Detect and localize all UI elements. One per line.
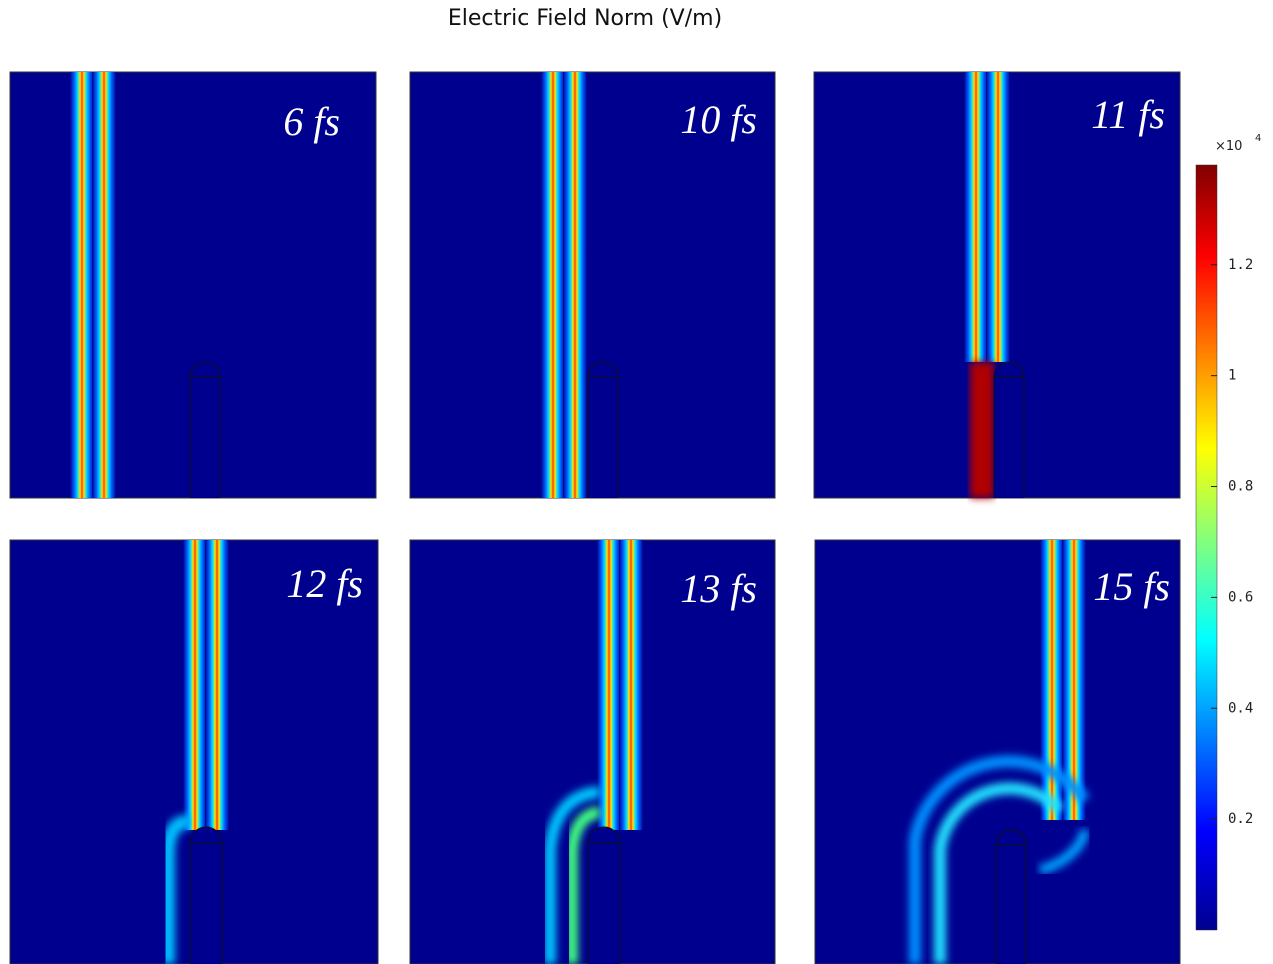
colorbar-tick-label: 1.2 [1228, 257, 1253, 273]
panel: 10 fs [410, 72, 775, 498]
colorbar-tick-label: 1 [1228, 368, 1236, 384]
panel-label: 12 fs [286, 561, 363, 606]
panel-label: 10 fs [680, 97, 757, 142]
colorbar-tick-label: 0.6 [1228, 589, 1253, 605]
panel-label: 15 fs [1093, 564, 1170, 609]
figure: Electric Field Norm (V/m) 6 fs 10 fs 11 … [0, 0, 1273, 964]
panel-label: 13 fs [680, 566, 757, 611]
colorbar-tick-label: 0.8 [1228, 479, 1253, 495]
panel: 15 fs [815, 540, 1180, 964]
figure-title: Electric Field Norm (V/m) [448, 6, 722, 31]
panel-label: 6 fs [283, 99, 340, 144]
colorbar-tick-label: 0.2 [1228, 811, 1253, 827]
panel: 6 fs [10, 72, 376, 498]
colorbar-multiplier: ×10 [1215, 139, 1242, 154]
panel: 11 fs [814, 72, 1180, 498]
colorbar-tick-label: 0.4 [1228, 700, 1253, 716]
colorbar-exponent: 4 [1255, 133, 1261, 144]
panel: 13 fs [410, 540, 775, 964]
panel-label: 11 fs [1091, 92, 1165, 137]
panel: 12 fs [10, 540, 378, 964]
